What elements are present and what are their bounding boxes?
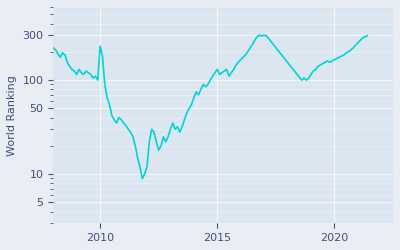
Y-axis label: World Ranking: World Ranking [7,75,17,156]
